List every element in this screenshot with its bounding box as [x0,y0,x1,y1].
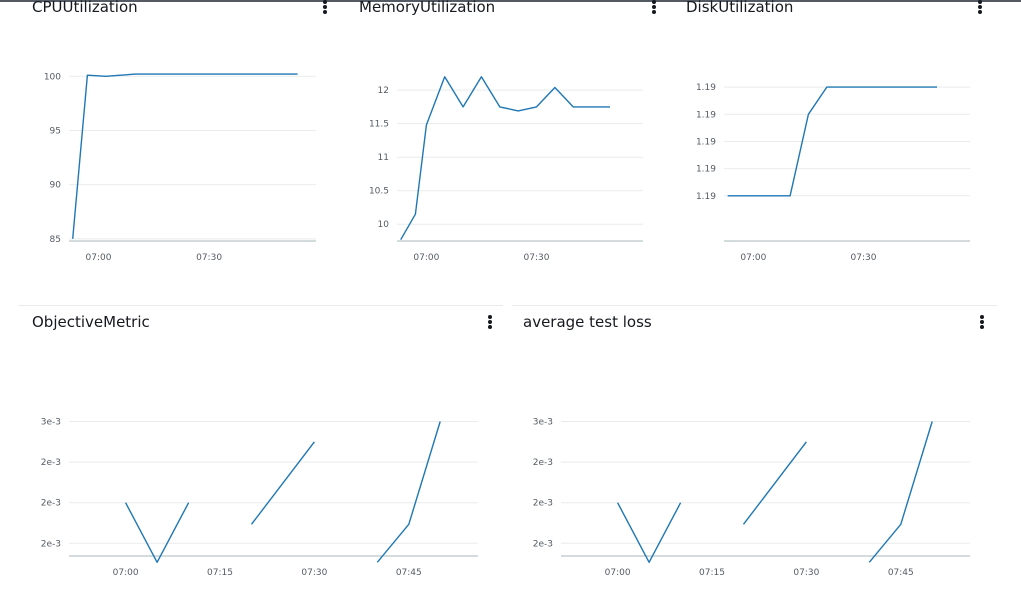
more-options-icon[interactable] [652,0,656,14]
series-line [400,76,610,241]
disk-utilization-chart: 1.19 1.19 1.19 1.19 1.19 07:00 07:30 [696,83,970,263]
series-line [376,421,441,563]
objective-metric-panel: ObjectiveMetric 2e-3 2e-3 2e-3 3e-3 07:00 07:… [0,0,510,604]
panel-title: MemoryUtilization [359,0,496,16]
y-tick-label: 1.19 [696,110,716,120]
y-tick-label: 2e-3 [533,458,553,468]
x-tick-label: 07:45 [396,568,422,578]
series-line [868,421,933,563]
memory-utilization-chart: 10 10.5 11 11.5 12 07:00 07:30 [369,76,643,263]
series-line [124,502,190,563]
y-tick-label: 11.5 [369,120,389,130]
x-tick-label: 07:30 [793,568,819,578]
x-tick-label: 07:30 [196,253,222,263]
x-tick-label: 07:00 [113,568,139,578]
panel-title: ObjectiveMetric [32,313,150,331]
row-divider [512,305,997,306]
x-tick-label: 07:15 [699,568,725,578]
top-border [0,0,1021,2]
y-tick-label: 11 [378,153,389,163]
y-tick-label: 2e-3 [41,539,61,549]
more-options-icon[interactable] [488,315,492,329]
x-tick-label: 07:00 [605,568,631,578]
series-line [742,441,807,525]
objective-metric-chart: 2e-3 2e-3 2e-3 3e-3 07:00 07:15 07:30 07:45 [41,417,478,578]
memory-utilization-panel: MemoryUtilization 10 10.5 11 11.5 12 07:00 07:… [0,0,680,300]
y-tick-label: 12 [378,86,389,96]
x-tick-label: 07:45 [888,568,914,578]
series-line [727,86,937,197]
x-tick-label: 07:30 [301,568,327,578]
y-tick-label: 3e-3 [41,417,61,427]
more-options-icon[interactable] [980,315,984,329]
y-tick-label: 85 [50,235,61,245]
x-tick-label: 07:30 [524,253,550,263]
y-tick-label: 10.5 [369,187,389,197]
row-divider [18,305,503,306]
y-tick-label: 1.19 [696,83,716,93]
y-tick-label: 2e-3 [533,499,553,509]
y-tick-label: 2e-3 [41,499,61,509]
panel-title: average test loss [523,313,652,331]
panel-title: DiskUtilization [686,0,794,16]
series-line [616,502,682,563]
y-tick-label: 1.19 [696,137,716,147]
cpu-utilization-chart: 85 90 95 100 07:00 07:30 [44,72,316,263]
y-tick-label: 2e-3 [533,539,553,549]
x-tick-label: 07:00 [413,253,439,263]
x-tick-label: 07:00 [86,253,112,263]
y-tick-label: 1.19 [696,165,716,175]
series-line [72,73,298,239]
x-tick-label: 07:15 [207,568,233,578]
x-tick-label: 07:00 [740,253,766,263]
y-tick-label: 10 [378,220,390,230]
series-line [250,441,315,525]
disk-utilization-panel: DiskUtilization 1.19 1.19 1.19 1.19 1.19 07:0… [0,0,1021,300]
panel-title: CPUUtilization [32,0,138,16]
y-tick-label: 90 [50,181,62,191]
y-tick-label: 1.19 [696,192,716,202]
y-tick-label: 95 [50,126,61,136]
y-tick-label: 100 [44,72,61,82]
x-tick-label: 07:30 [851,253,877,263]
more-options-icon[interactable] [978,0,982,14]
more-options-icon[interactable] [323,0,327,14]
cpu-utilization-panel: CPUUtilization 85 90 95 100 07:00 07:30 [0,0,345,300]
y-tick-label: 2e-3 [41,458,61,468]
y-tick-label: 3e-3 [533,417,553,427]
